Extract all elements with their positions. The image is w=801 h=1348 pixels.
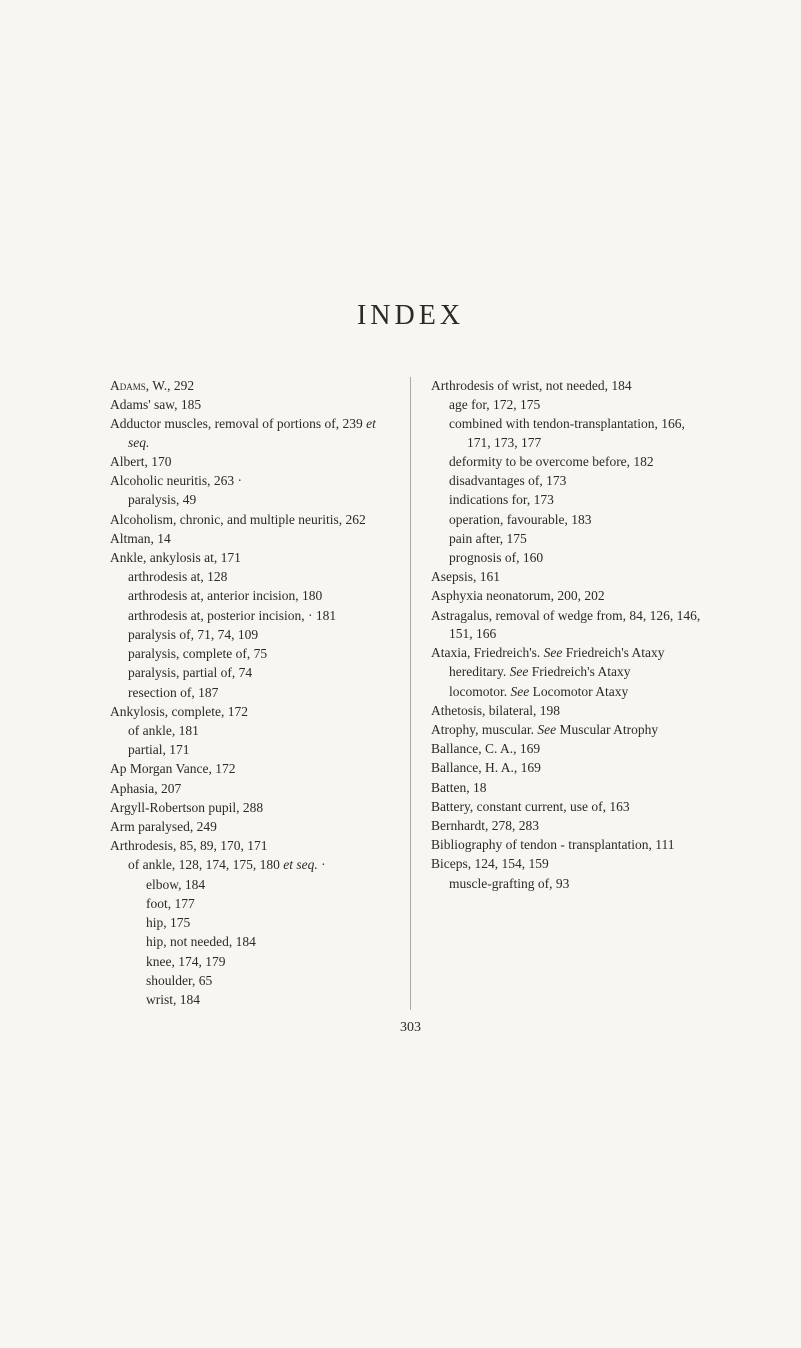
index-entry: Alcoholism, chronic, and multiple neurit… [110,511,390,529]
index-entry: Ankylosis, complete, 172 [110,703,390,721]
index-entry: arthrodesis at, posterior incision, · 18… [110,607,390,625]
index-entry: Altman, 14 [110,530,390,548]
index-entry: prognosis of, 160 [431,549,711,567]
index-entry: Asepsis, 161 [431,568,711,586]
index-entry: Arm paralysed, 249 [110,818,390,836]
index-entry: Battery, constant current, use of, 163 [431,798,711,816]
index-entry: pain after, 175 [431,530,711,548]
italic-text: See [511,684,530,699]
index-entry: Athetosis, bilateral, 198 [431,702,711,720]
index-entry: hip, not needed, 184 [110,933,390,951]
index-entry: operation, favourable, 183 [431,511,711,529]
page-container: INDEX Adams, W., 292Adams' saw, 185Adduc… [0,0,801,1348]
index-entry: knee, 174, 179 [110,953,390,971]
index-entry: Ankle, ankylosis at, 171 [110,549,390,567]
page-number: 303 [110,1020,711,1036]
index-entry: muscle-grafting of, 93 [431,875,711,893]
index-entry: Adams, W., 292 [110,377,390,395]
index-entry: Ballance, H. A., 169 [431,759,711,777]
index-entry: shoulder, 65 [110,972,390,990]
column-divider [410,377,411,1010]
index-entry: Biceps, 124, 154, 159 [431,855,711,873]
index-entry: paralysis of, 71, 74, 109 [110,626,390,644]
index-entry: paralysis, 49 [110,491,390,509]
italic-text: et seq. [128,416,376,449]
index-entry: Ap Morgan Vance, 172 [110,760,390,778]
index-entry: combined with tendon-transplantation, 16… [431,415,711,451]
index-entry: Arthrodesis of wrist, not needed, 184 [431,377,711,395]
italic-text: See [510,664,529,679]
small-caps-text: Adams [110,378,146,393]
index-entry: hereditary. See Friedreich's Ataxy [431,663,711,681]
index-entry: Ballance, C. A., 169 [431,740,711,758]
left-column: Adams, W., 292Adams' saw, 185Adductor mu… [110,377,390,1010]
index-entry: wrist, 184 [110,991,390,1009]
index-entry: Bernhardt, 278, 283 [431,817,711,835]
index-entry: arthrodesis at, 128 [110,568,390,586]
index-entry: arthrodesis at, anterior incision, 180 [110,587,390,605]
index-entry: Ataxia, Friedreich's. See Friedreich's A… [431,644,711,662]
index-entry: Alcoholic neuritis, 263 · [110,472,390,490]
index-entry: Arthrodesis, 85, 89, 170, 171 [110,837,390,855]
right-column: Arthrodesis of wrist, not needed, 184age… [431,377,711,1010]
index-entry: paralysis, partial of, 74 [110,664,390,682]
index-entry: deformity to be overcome before, 182 [431,453,711,471]
index-entry: indications for, 173 [431,491,711,509]
index-entry: of ankle, 181 [110,722,390,740]
index-entry: disadvantages of, 173 [431,472,711,490]
index-entry: locomotor. See Locomotor Ataxy [431,683,711,701]
index-entry: Adductor muscles, removal of portions of… [110,415,390,451]
italic-text: See [537,722,556,737]
index-entry: age for, 172, 175 [431,396,711,414]
index-entry: Astragalus, removal of wedge from, 84, 1… [431,607,711,643]
index-entry: Aphasia, 207 [110,780,390,798]
index-entry: Argyll-Robertson pupil, 288 [110,799,390,817]
index-columns: Adams, W., 292Adams' saw, 185Adductor mu… [110,377,711,1010]
index-entry: resection of, 187 [110,684,390,702]
page-title: INDEX [110,300,711,332]
index-entry: Atrophy, muscular. See Muscular Atrophy [431,721,711,739]
index-entry: elbow, 184 [110,876,390,894]
index-entry: Batten, 18 [431,779,711,797]
index-entry: Albert, 170 [110,453,390,471]
italic-text: See [544,645,563,660]
index-entry: paralysis, complete of, 75 [110,645,390,663]
index-entry: Adams' saw, 185 [110,396,390,414]
index-entry: hip, 175 [110,914,390,932]
index-entry: partial, 171 [110,741,390,759]
index-entry: Asphyxia neonatorum, 200, 202 [431,587,711,605]
index-entry: Bibliography of tendon - transplantation… [431,836,711,854]
italic-text: et seq. [283,857,318,872]
index-entry: foot, 177 [110,895,390,913]
index-entry: of ankle, 128, 174, 175, 180 et seq. · [110,856,390,874]
